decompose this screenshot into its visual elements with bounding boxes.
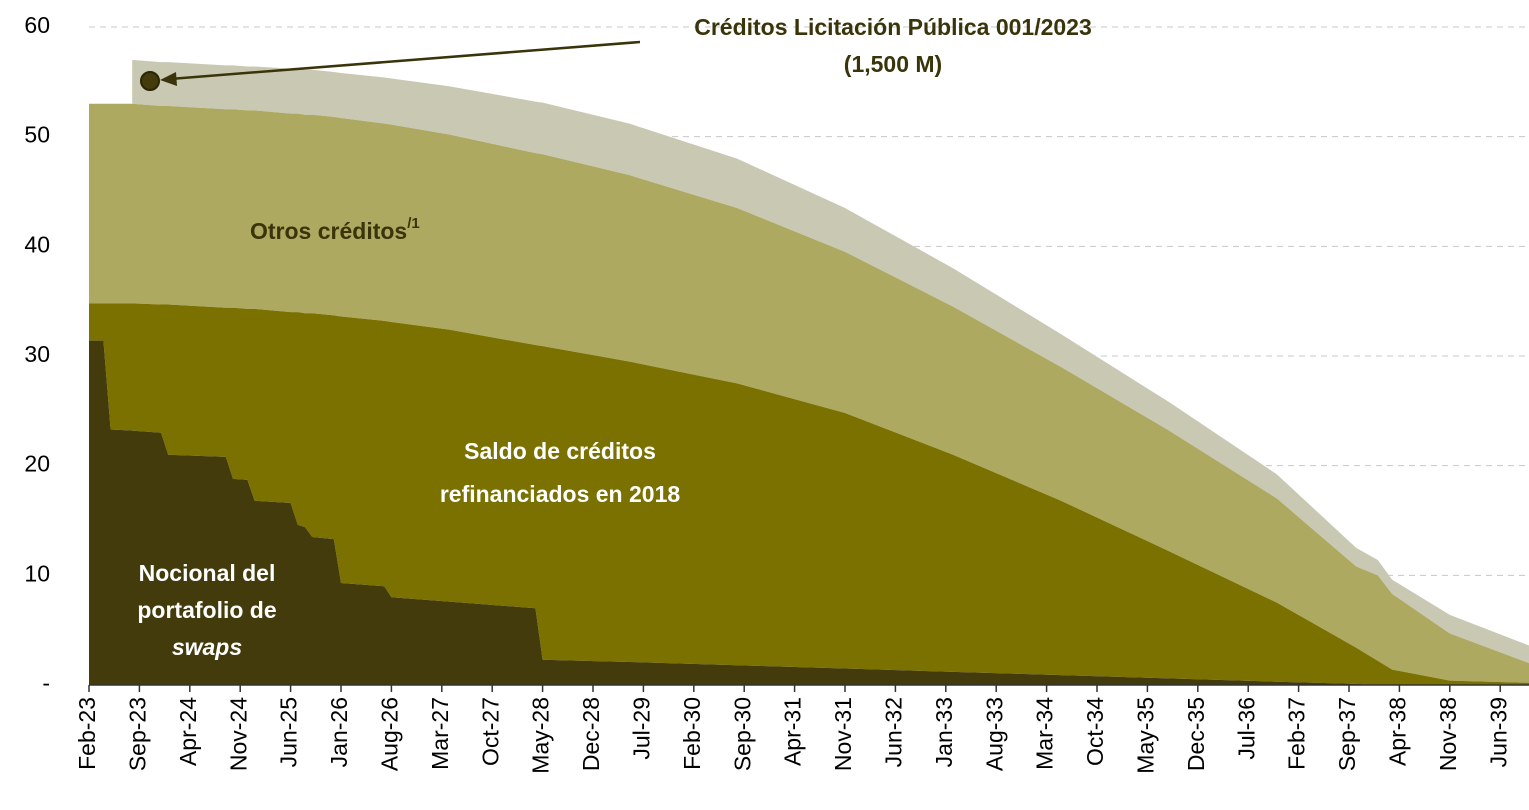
x-tick-label: Aug-26 <box>376 697 402 771</box>
x-tick-label: Sep-23 <box>124 697 150 771</box>
x-tick-label: Dec-35 <box>1183 697 1209 771</box>
areas <box>89 59 1529 685</box>
area <box>89 103 1529 683</box>
x-tick-label: Jan-26 <box>326 697 352 767</box>
x-tick-label: Aug-33 <box>981 697 1007 771</box>
labels: Otros créditos/1 Saldo de créditos refin… <box>137 14 1091 660</box>
arrow-head <box>160 72 177 86</box>
x-tick-label: Nov-24 <box>225 697 251 771</box>
x-tick-label: Oct-34 <box>1082 697 1108 766</box>
x-tick-label: Jun-32 <box>880 697 906 767</box>
x-tick-label: Apr-38 <box>1384 697 1410 766</box>
x-tick-label: Mar-27 <box>427 697 453 770</box>
y-tick-label: 60 <box>24 12 50 38</box>
x-tick-label: Feb-23 <box>74 697 100 770</box>
area <box>89 340 1529 685</box>
y-tick-label: 50 <box>24 122 50 148</box>
annotation: Créditos Licitación Pública 001/2023 <box>694 14 1092 40</box>
annotation-dot <box>140 71 160 91</box>
x-tick-label: Feb-37 <box>1284 697 1310 770</box>
series-label: Saldo de créditos <box>464 438 656 464</box>
series-label: Nocional del <box>139 560 276 586</box>
axes: - 10 20 30 40 50 60 Feb-23 Sep-23 Apr-24 Nov-24 Jun… <box>24 12 1529 774</box>
y-tick-label: 10 <box>24 560 50 586</box>
x-tick-label: Jun-25 <box>276 697 302 767</box>
x-tick-label: Apr-31 <box>780 697 806 766</box>
x-tick-label: Sep-30 <box>729 697 755 771</box>
series-label: swaps <box>172 634 242 660</box>
y-tick-label: 20 <box>24 451 50 477</box>
x-tick-label: Feb-30 <box>679 697 705 770</box>
series-label: Otros créditos/1 <box>250 215 420 244</box>
x-tick-label: Jul-29 <box>628 697 654 760</box>
x-tick-label: May-35 <box>1132 697 1158 774</box>
x-tick-label: Mar-34 <box>1032 697 1058 770</box>
y-tick-label: - <box>42 670 50 696</box>
x-tick-label: Dec-28 <box>578 697 604 771</box>
x-tick-label: Oct-27 <box>477 697 503 766</box>
area <box>89 303 1529 685</box>
x-tick-label: Apr-24 <box>175 697 201 766</box>
annotation-arrow <box>169 40 641 81</box>
x-tick-label: May-28 <box>528 697 554 774</box>
series-label: portafolio de <box>137 597 276 623</box>
x-tick-label: Nov-31 <box>830 697 856 771</box>
y-tick-label: 30 <box>24 341 50 367</box>
x-tick-label: Nov-38 <box>1435 697 1461 771</box>
x-tick-label: Sep-37 <box>1334 697 1360 771</box>
x-tick-label: Jun-39 <box>1485 697 1511 767</box>
series-label: refinanciados en 2018 <box>440 481 681 507</box>
y-tick-label: 40 <box>24 231 50 257</box>
annotation: (1,500 M) <box>844 51 942 77</box>
x-tick-label: Jul-36 <box>1233 697 1259 760</box>
x-tick-label: Jan-33 <box>931 697 957 767</box>
